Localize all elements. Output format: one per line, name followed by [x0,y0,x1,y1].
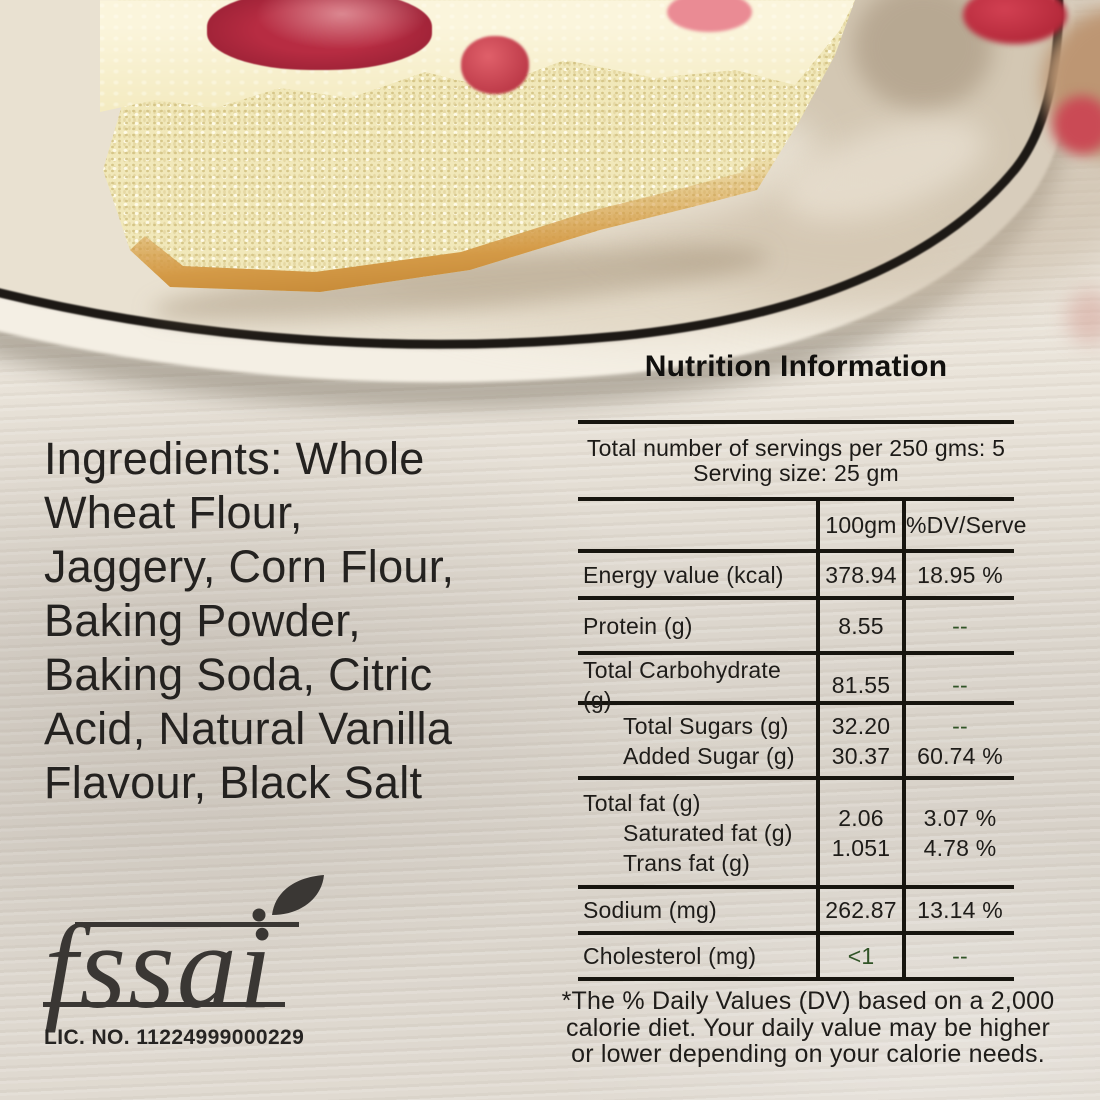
total-fat-dv: 3.07 % [923,804,997,831]
table-header-row: 100gm %DV/Serve [578,497,1027,549]
header-blank [578,501,816,549]
energy-per100: 378.94 [816,553,906,596]
strawberry-piece-2 [461,36,529,94]
header-100gm: 100gm [816,501,906,549]
cholesterol-label: Cholesterol (mg) [583,943,757,969]
sodium-label: Sodium (mg) [583,897,717,923]
added-sugar-per100: 30.37 [831,742,891,769]
nutrition-title: Nutrition Information [644,350,948,383]
protein-dv: -- [952,612,968,639]
row-sugars: Total Sugars (g) Added Sugar (g) 32.20 3… [578,701,1014,776]
fssai-bottom-bar [43,1002,285,1007]
servings-line2: Serving size: 25 gm [693,459,899,486]
ingredients-line: Jaggery, Corn Flour, [44,541,455,592]
total-fat-label: Total fat (g) [583,789,701,816]
saturated-fat-per100: 1.051 [831,834,891,861]
total-sugars-label: Total Sugars (g) [623,712,789,739]
sodium-per100: 262.87 [816,889,906,931]
fssai-logo: fssai [42,865,342,1033]
row-fat: Total fat (g) Saturated fat (g) Trans fa… [578,776,1014,885]
plate-rim [0,0,1064,349]
fssai-top-bar [75,922,299,927]
ingredients-line: Ingredients: Whole [44,433,425,484]
cholesterol-per100: <1 [816,935,906,977]
footnote-line: calorie diet. Your daily value may be hi… [565,1013,1051,1042]
servings-info: Total number of servings per 250 gms: 5 … [578,424,1014,497]
saturated-fat-dv: 4.78 % [923,834,997,861]
fssai-logo-text: fssai [44,900,275,1033]
protein-label: Protein (g) [583,612,693,639]
energy-dv: 18.95 % [917,561,1003,588]
saturated-fat-label: Saturated fat (g) [623,819,793,846]
protein-per100: 8.55 [816,600,906,651]
daily-values-footnote: *The % Daily Values (DV) based on a 2,00… [550,988,1066,1068]
total-fat-per100: 2.06 [838,804,884,831]
ingredients-line: Baking Powder, [44,595,361,646]
ingredients-line: Flavour, Black Salt [44,757,423,808]
added-sugar-label: Added Sugar (g) [623,742,795,769]
footnote-line: *The % Daily Values (DV) based on a 2,00… [561,987,1055,1015]
row-carbohydrate: Total Carbohydrate (g) 81.55 -- [578,651,1014,715]
strawberry-smudge [1066,290,1100,344]
row-sodium: Sodium (mg) 262.87 13.14 % [578,885,1014,931]
row-protein: Protein (g) 8.55 -- [578,596,1014,651]
carb-label: Total Carbohydrate (g) [583,657,781,713]
header-dv-serve: %DV/Serve [906,512,1027,538]
total-sugars-dv: -- [952,712,968,739]
fssai-leaf-icon [252,875,324,922]
row-cholesterol: Cholesterol (mg) <1 -- [578,931,1014,977]
ingredients-line: Wheat Flour, [44,487,303,538]
ingredients-text: Ingredients: Whole Wheat Flour, Jaggery,… [44,432,534,810]
strawberry-piece-3 [667,0,752,32]
footnote-line: or lower depending on your calorie needs… [571,1040,1045,1068]
license-number: LIC. NO. 11224999000229 [44,1026,305,1049]
energy-label: Energy value (kcal) [583,561,784,588]
strawberry-background-2 [1053,96,1100,154]
total-sugars-per100: 32.20 [831,712,891,739]
added-sugar-dv: 60.74 % [917,742,1003,769]
cholesterol-dv: -- [952,943,968,969]
row-energy: Energy value (kcal) 378.94 18.95 % [578,549,1014,596]
carb-per100: 81.55 [816,655,906,715]
ingredients-line: Baking Soda, Citric [44,649,433,700]
trans-fat-label: Trans fat (g) [623,849,750,876]
servings-line1: Total number of servings per 250 gms: 5 [586,434,1006,461]
sodium-dv: 13.14 % [917,897,1003,923]
ingredients-line: Acid, Natural Vanilla [44,703,453,754]
cake-slice-photo [95,0,865,305]
strawberry-piece [207,0,432,70]
nutrition-table: Total number of servings per 250 gms: 5 … [578,420,1027,981]
carb-dv: -- [952,672,968,698]
